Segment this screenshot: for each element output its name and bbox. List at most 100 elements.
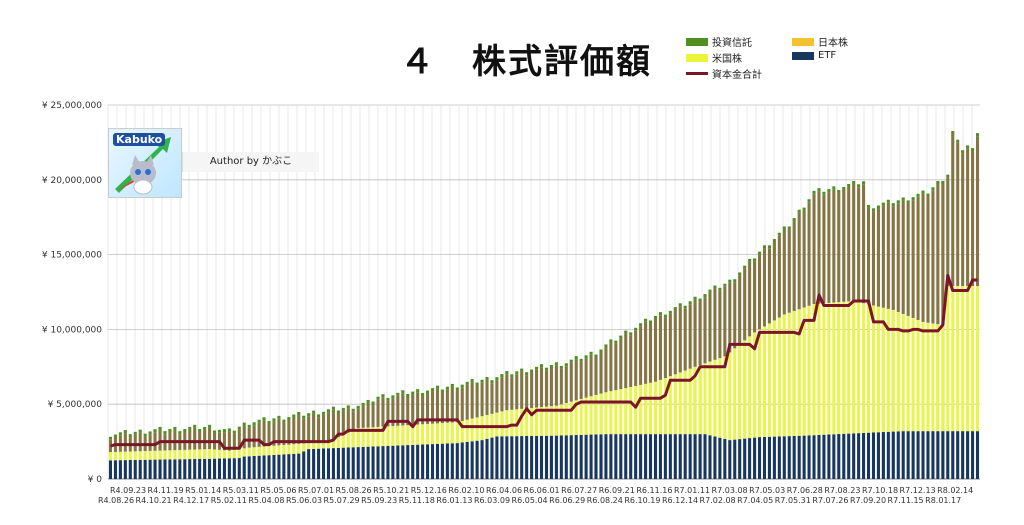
bar-etf: [391, 445, 395, 479]
bar-us-stock: [312, 442, 316, 449]
bar-us-stock: [956, 286, 960, 432]
bar-etf: [173, 459, 177, 479]
bar-etf: [614, 434, 618, 479]
x-tick-label: R7.02.08: [700, 496, 736, 505]
bar-etf: [128, 460, 132, 479]
bar-us-stock: [891, 309, 895, 432]
bar-us-stock: [108, 452, 113, 461]
bar-jp-stock: [153, 432, 157, 451]
bar-us-stock: [232, 449, 236, 459]
bar-fund: [911, 197, 915, 201]
bar-etf: [247, 456, 251, 479]
bar-us-stock: [208, 449, 212, 459]
bar-fund: [336, 410, 340, 414]
bar-etf: [376, 446, 380, 479]
bar-us-stock: [609, 391, 613, 435]
x-tick-label: R6.05.04: [512, 496, 548, 505]
bar-etf: [212, 458, 217, 479]
x-tick-label: R5.05.06: [260, 486, 296, 495]
bar-jp-stock: [366, 403, 370, 428]
bar-jp-stock: [926, 196, 930, 323]
bar-jp-stock: [416, 392, 420, 425]
bar-etf: [426, 444, 430, 479]
bar-jp-stock: [569, 362, 573, 402]
bar-fund: [113, 434, 117, 438]
legend: 投資信託 日本株 米国株 ETF 資本金合計: [686, 34, 866, 90]
bar-jp-stock: [193, 427, 197, 450]
bar-us-stock: [921, 321, 925, 432]
bar-us-stock: [683, 370, 687, 435]
bar-fund: [242, 422, 246, 426]
bar-etf: [916, 431, 920, 479]
bar-us-stock: [748, 336, 752, 439]
bar-jp-stock: [544, 370, 549, 407]
bar-etf: [574, 435, 578, 479]
x-tick-label: R5.12.16: [411, 486, 447, 495]
bar-etf: [609, 434, 613, 479]
bar-jp-stock: [673, 310, 677, 375]
bar-fund: [193, 424, 197, 428]
bar-fund: [614, 340, 618, 344]
x-tick-label: R7.03.08: [712, 486, 748, 495]
x-tick-label: R6.06.01: [524, 486, 560, 495]
x-tick-label: R5.03.11: [223, 486, 259, 495]
bar-us-stock: [505, 410, 509, 437]
chart-title: ４ 株式評価額: [400, 42, 652, 82]
bar-us-stock: [227, 450, 231, 459]
bar-us-stock: [331, 439, 335, 449]
bar-us-stock: [242, 448, 246, 457]
bar-us-stock: [133, 451, 137, 460]
bar-jp-stock: [500, 377, 504, 412]
bar-etf: [416, 444, 420, 479]
bar-etf: [222, 458, 226, 479]
bar-etf: [698, 434, 702, 479]
bar-etf: [862, 432, 866, 479]
bar-fund: [292, 414, 296, 418]
bar-etf: [262, 455, 266, 479]
bar-jp-stock: [787, 229, 791, 313]
bar-jp-stock: [906, 203, 910, 316]
bar-us-stock: [866, 304, 871, 433]
bar-etf: [668, 434, 672, 479]
bar-us-stock: [738, 344, 742, 440]
bar-jp-stock: [966, 148, 970, 287]
bar-etf: [559, 435, 563, 479]
bar-etf: [728, 440, 732, 479]
bar-etf: [713, 436, 717, 479]
bar-fund: [450, 383, 454, 387]
bar-etf: [663, 434, 667, 479]
bar-us-stock: [634, 385, 638, 435]
bar-etf: [807, 435, 811, 479]
bar-us-stock: [317, 442, 321, 449]
x-tick-label: R7.05.31: [775, 496, 811, 505]
bar-jp-stock: [614, 343, 618, 391]
bar-etf: [757, 437, 762, 479]
x-tick-label: R4.10.21: [136, 496, 172, 505]
bar-jp-stock: [772, 242, 776, 321]
bar-fund: [762, 245, 767, 249]
bar-us-stock: [569, 401, 573, 436]
bar-fund: [648, 320, 653, 324]
bar-fund: [267, 420, 271, 424]
bar-us-stock: [440, 423, 444, 444]
bar-jp-stock: [292, 417, 296, 445]
x-tick-label: R7.12.13: [900, 486, 936, 495]
bar-etf: [787, 436, 791, 479]
bar-etf: [515, 436, 519, 479]
cat-mascot-icon: [115, 137, 171, 195]
bar-us-stock: [430, 423, 435, 445]
x-tick-label: R6.11.16: [636, 486, 672, 495]
bar-fund: [366, 400, 370, 404]
bar-fund: [812, 190, 816, 194]
bar-us-stock: [678, 372, 682, 435]
bar-fund: [346, 405, 350, 409]
bar-fund: [173, 426, 177, 430]
y-tick-label: ¥ 10,000,000: [42, 325, 102, 335]
kabuko-logo: Kabuko: [108, 128, 182, 198]
bar-etf: [282, 454, 286, 479]
bar-us-stock: [777, 317, 781, 437]
bar-etf: [886, 431, 890, 479]
bar-us-stock: [356, 428, 360, 448]
bar-etf: [465, 441, 469, 479]
bar-jp-stock: [371, 404, 375, 428]
